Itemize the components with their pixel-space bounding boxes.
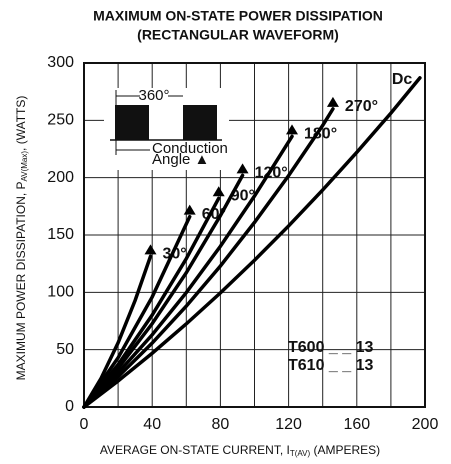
y-tick-label: 100 [47, 284, 74, 301]
end-marker [144, 244, 157, 255]
annotation: T610 _ _ 13 [288, 357, 374, 374]
y-axis-label: MAXIMUM POWER DISSIPATION, PAV(Max), (WA… [14, 96, 29, 381]
x-tick-label: 160 [343, 416, 370, 433]
x-tick-label: 120 [275, 416, 302, 433]
end-marker [183, 204, 196, 215]
x-tick-label: 0 [80, 416, 89, 433]
curve [82, 134, 294, 409]
y-tick-label: 300 [47, 54, 74, 71]
series-label: 120° [255, 165, 288, 182]
y-label-sub: AV(Max) [20, 151, 29, 182]
curve [82, 107, 335, 409]
pulse [115, 105, 149, 140]
series-label: Dc [392, 71, 413, 88]
y-label-main: MAXIMUM POWER DISSIPATION, P [14, 181, 28, 380]
series-label: 270° [345, 98, 378, 115]
end-marker [286, 124, 299, 135]
end-marker [212, 186, 225, 197]
x-label-end: (AMPERES) [310, 443, 380, 457]
chart-title: MAXIMUM ON-STATE POWER DISSIPATION [93, 8, 383, 24]
y-label-end: , (WATTS) [14, 96, 28, 151]
end-marker [326, 96, 339, 107]
x-tick-label: 40 [143, 416, 161, 433]
x-tick-label: 200 [412, 416, 439, 433]
plot-frame [83, 62, 426, 408]
y-tick-label: 0 [65, 398, 74, 415]
curve [82, 173, 245, 409]
annotation: T600 _ _ 13 [288, 339, 374, 356]
chart-title: (RECTANGULAR WAVEFORM) [137, 27, 339, 43]
inset-angle: Angle ▲ [152, 151, 209, 168]
y-tick-label: 250 [47, 112, 74, 129]
end-marker [236, 163, 249, 174]
x-label-main: AVERAGE ON-STATE CURRENT, I [100, 443, 290, 457]
inset-period: 360° [138, 87, 169, 104]
pulse [183, 105, 217, 140]
curve [82, 214, 192, 409]
series-label: 90° [231, 188, 255, 205]
x-label-sub: T(AV) [290, 449, 311, 458]
inset: 360° Conduction Angle ▲ [104, 87, 229, 170]
x-axis-label: AVERAGE ON-STATE CURRENT, IT(AV) (AMPERE… [100, 443, 380, 458]
x-tick-label: 80 [212, 416, 230, 433]
y-tick-label: 150 [47, 226, 74, 243]
y-tick-label: 50 [56, 341, 74, 358]
inset-conduction: Conduction [152, 140, 228, 157]
curve [82, 76, 422, 409]
y-tick-label: 200 [47, 169, 74, 186]
